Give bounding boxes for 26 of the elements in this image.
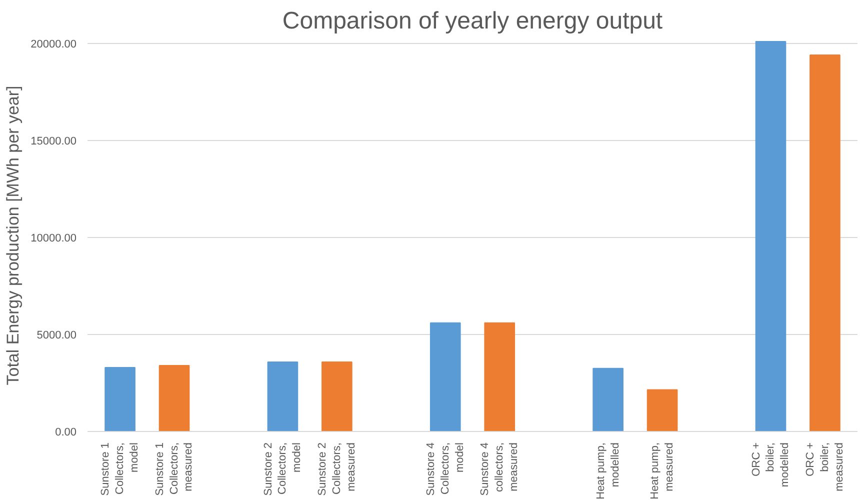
y-tick-label: 5000.00 — [36, 329, 77, 342]
x-tick-label: Sunstore 2 Collectors, model — [262, 442, 304, 496]
chart-title: Comparison of yearly energy output — [282, 8, 663, 34]
bar — [267, 362, 298, 432]
y-axis-title: Total Energy production [MWh per year] — [4, 86, 23, 386]
y-tick-label: 15000.00 — [30, 135, 77, 148]
y-tick-label: 10000.00 — [30, 232, 77, 244]
bar — [430, 322, 461, 432]
bar — [646, 389, 678, 432]
y-tick-label: 20000.00 — [30, 38, 77, 50]
bar — [158, 365, 190, 432]
x-tick-label: Sunstore 1 Collectors, measured — [154, 442, 195, 496]
y-tick-label: 0.00 — [55, 426, 77, 438]
bar — [810, 54, 840, 432]
x-tick-label: Heat pump, measured — [649, 442, 676, 500]
bar — [322, 362, 352, 432]
bar — [755, 40, 786, 432]
bar — [592, 368, 624, 432]
bar — [484, 322, 516, 432]
x-tick-label: Sunstore 1 Collectors, model — [100, 442, 140, 496]
x-tick-label: Heat pump, modelled — [594, 442, 622, 500]
x-tick-label: ORC + boiler, modelled — [750, 442, 792, 488]
x-tick-label: Sunstore 4 Collectors, model — [424, 442, 466, 496]
bar — [104, 366, 136, 432]
x-tick-label: Sunstore 4 collectors, measured — [479, 442, 520, 496]
x-tick-label: Sunstore 2 Collectors, measured — [316, 442, 358, 496]
